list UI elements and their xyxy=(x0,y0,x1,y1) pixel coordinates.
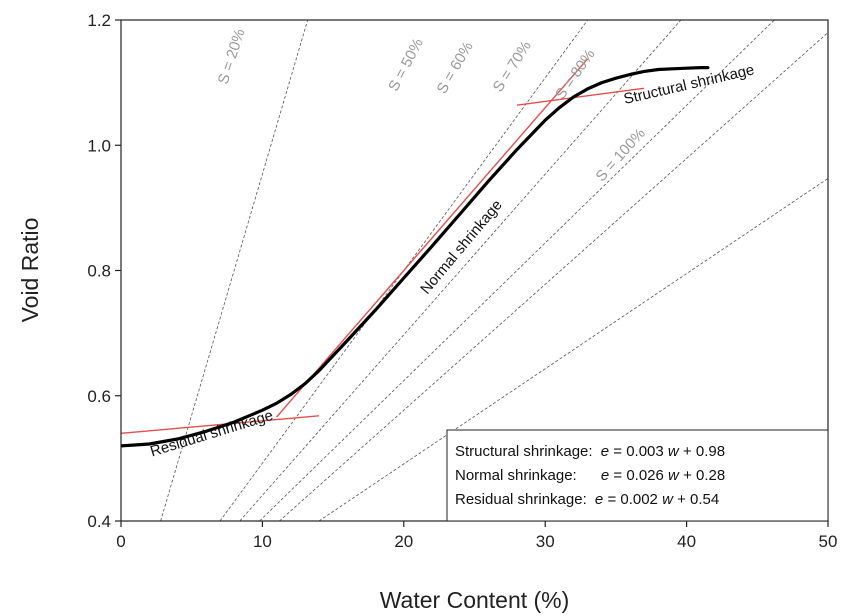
legend-row-residual: Residual shrinkage: e = 0.002 w + 0.54 xyxy=(455,491,719,508)
legend-eq-mid: = 0.002 xyxy=(607,491,657,508)
saturation-line-2 xyxy=(239,20,682,521)
fit-lines xyxy=(121,58,645,435)
legend-eq-tail: + 0.54 xyxy=(677,491,719,508)
label-residual-shrinkage: Residual shrinkage xyxy=(148,407,275,461)
fit-line-1 xyxy=(276,58,589,418)
sat-label-50: S = 50% xyxy=(385,36,427,94)
y-tick-label: 0.8 xyxy=(87,262,111,281)
x-tick-label: 0 xyxy=(116,532,125,551)
legend-eq-mid: = 0.003 xyxy=(613,443,663,460)
x-tick-label: 40 xyxy=(677,532,696,551)
legend-name: Structural shrinkage: xyxy=(455,443,593,460)
legend-row-structural: Structural shrinkage: e = 0.003 w + 0.98 xyxy=(455,443,725,460)
legend-eq-e: e xyxy=(601,443,609,460)
y-tick-label: 0.6 xyxy=(87,387,111,406)
equation-legend: Structural shrinkage: e = 0.003 w + 0.98… xyxy=(446,429,829,522)
x-tick-label: 20 xyxy=(394,532,413,551)
x-tick-label: 10 xyxy=(253,532,272,551)
legend-box xyxy=(446,429,829,522)
legend-eq-w: w xyxy=(662,491,674,508)
x-tick-label: 50 xyxy=(819,532,838,551)
legend-eq-tail: + 0.28 xyxy=(683,467,725,484)
series-line-0 xyxy=(121,65,710,448)
sat-label-60: S = 60% xyxy=(433,39,476,97)
legend-row-normal: Normal shrinkage: e = 0.026 w + 0.28 xyxy=(455,467,725,484)
legend-eq-w: w xyxy=(668,467,680,484)
legend-eq-e: e xyxy=(595,491,603,508)
y-tick-label: 0.4 xyxy=(87,512,111,531)
fit-line-2 xyxy=(121,415,320,435)
legend-eq-e: e xyxy=(601,467,609,484)
legend-eq-tail: + 0.98 xyxy=(683,443,725,460)
x-tick-label: 30 xyxy=(536,532,555,551)
axis-ticks: 0 10 20 30 40 50 0.4 0.6 0.8 1.0 1.2 xyxy=(87,11,837,551)
legend-eq-mid: = 0.026 xyxy=(613,467,663,484)
legend-name: Normal shrinkage: xyxy=(455,467,577,484)
saturation-line-5 xyxy=(318,178,828,521)
saturation-line-4 xyxy=(279,32,828,521)
sat-label-20: S = 20% xyxy=(215,27,249,87)
sat-label-100: S = 100% xyxy=(592,125,648,185)
fit-line-0 xyxy=(516,87,645,106)
y-tick-label: 1.2 xyxy=(87,11,111,30)
y-axis-title: Void Ratio xyxy=(17,218,43,323)
y-tick-label: 1.0 xyxy=(87,136,111,155)
legend-name: Residual shrinkage: xyxy=(455,491,587,508)
x-axis-title: Water Content (%) xyxy=(380,587,570,613)
data-series xyxy=(121,65,710,448)
legend-eq-w: w xyxy=(668,443,680,460)
sat-label-70: S = 70% xyxy=(490,38,535,95)
